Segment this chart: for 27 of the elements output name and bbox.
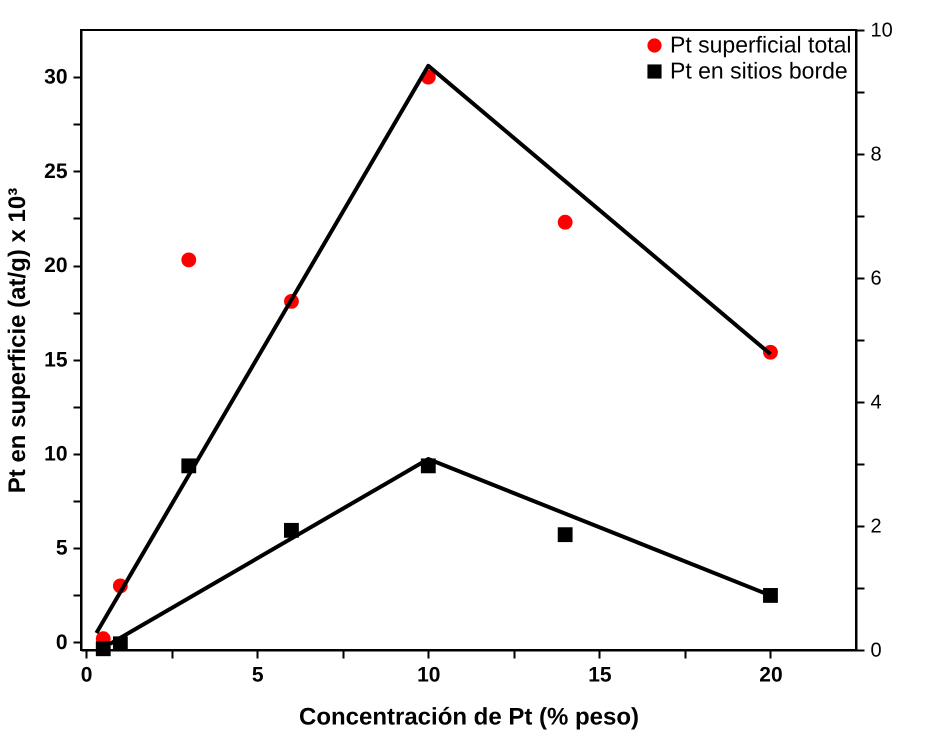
- y2-tick-label: 4: [870, 392, 882, 414]
- legend-label: Pt superficial total: [670, 32, 852, 58]
- y2-tick-label: 0: [870, 640, 882, 662]
- y-tick-label: 25: [44, 160, 68, 183]
- y2-tick-label: 10: [870, 20, 893, 42]
- x-tick-label: 5: [252, 664, 264, 686]
- y-tick-label: 0: [56, 630, 68, 654]
- x-tick-label: 0: [80, 664, 92, 686]
- point: [558, 214, 573, 230]
- legend-label: Pt en sitios borde: [670, 58, 848, 84]
- point: [558, 527, 573, 542]
- y2-tick-label: 8: [870, 144, 882, 166]
- y2-tick-label: 2: [870, 516, 882, 538]
- x-tick-label: 10: [417, 664, 440, 686]
- point: [181, 252, 196, 268]
- y-tick-label: 20: [44, 254, 68, 278]
- y-axis-title: Pt en superficie (at/g) x 10³: [4, 188, 32, 494]
- y-tick-label: 5: [56, 536, 68, 560]
- point: [96, 641, 111, 656]
- x-axis-title: Concentración de Pt (% peso): [298, 704, 640, 730]
- y-tick-label: 10: [44, 442, 68, 466]
- x-tick-label: 15: [588, 664, 612, 686]
- y-tick-label: 30: [44, 66, 68, 89]
- x-tick-label: 20: [759, 664, 783, 686]
- y-tick-label: 15: [44, 348, 68, 372]
- y2-tick-label: 6: [870, 268, 882, 290]
- point: [181, 458, 196, 474]
